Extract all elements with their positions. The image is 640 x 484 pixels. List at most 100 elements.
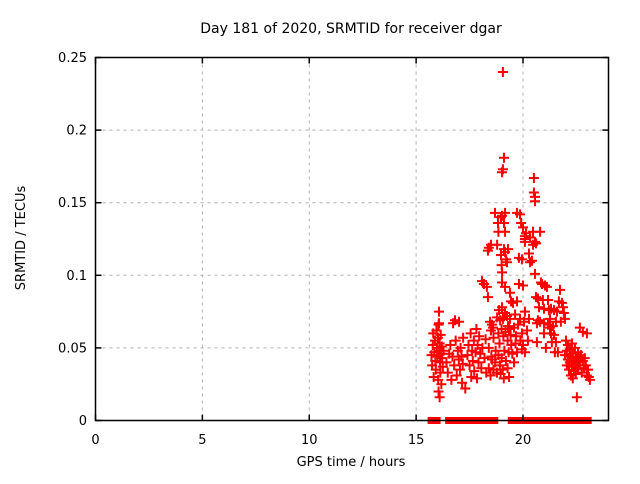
data-point-plus bbox=[552, 347, 563, 358]
data-point-plus bbox=[489, 207, 500, 218]
data-point-plus bbox=[507, 348, 518, 359]
data-point-plus bbox=[519, 347, 530, 358]
data-point-plus bbox=[450, 335, 461, 346]
data-point-plus bbox=[570, 369, 581, 380]
data-point-plus bbox=[584, 374, 595, 385]
data-point-plus bbox=[505, 329, 516, 340]
y-tick-label: 0.1 bbox=[66, 269, 87, 284]
data-point-plus bbox=[498, 218, 509, 229]
data-point-plus bbox=[571, 392, 582, 403]
data-point-plus bbox=[541, 281, 552, 292]
data-point-plus bbox=[529, 196, 540, 207]
data-point-plus bbox=[433, 386, 444, 397]
data-point-plus bbox=[532, 315, 543, 326]
data-point-plus bbox=[474, 331, 485, 342]
data-point-plus bbox=[473, 357, 484, 368]
data-point-plus bbox=[465, 328, 476, 339]
data-point-plus bbox=[457, 377, 468, 388]
grid-layer bbox=[95, 57, 609, 421]
x-tick-label: 5 bbox=[198, 433, 206, 448]
data-point-plus bbox=[466, 371, 477, 382]
data-point-plus bbox=[498, 373, 509, 384]
data-point-plus bbox=[485, 370, 496, 381]
data-point-plus bbox=[447, 351, 458, 362]
data-point-plus bbox=[518, 280, 528, 291]
data-point-plus bbox=[500, 207, 511, 218]
x-tick-label: 20 bbox=[515, 433, 532, 448]
data-point-plus bbox=[492, 239, 503, 250]
plot-border bbox=[94, 56, 610, 422]
data-point-plus bbox=[497, 364, 508, 375]
data-point-plus bbox=[457, 358, 468, 369]
data-point-plus bbox=[471, 324, 482, 335]
data-point-plus bbox=[529, 268, 540, 279]
data-point-plus bbox=[544, 313, 555, 324]
data-point-plus bbox=[581, 328, 592, 339]
data-point-plus bbox=[558, 308, 569, 319]
data-point-plus bbox=[532, 293, 543, 304]
data-point-plus bbox=[535, 226, 546, 237]
data-point-plus bbox=[500, 281, 511, 292]
data-point-plus bbox=[455, 342, 466, 353]
data-point-plus bbox=[469, 366, 480, 377]
data-point-plus bbox=[445, 339, 456, 350]
data-point-plus bbox=[497, 164, 508, 175]
data-point-plus bbox=[559, 313, 570, 324]
data-point-plus bbox=[503, 244, 514, 255]
x-tick-label: 0 bbox=[91, 433, 99, 448]
data-point-plus bbox=[482, 292, 493, 303]
data-point-plus bbox=[510, 331, 521, 342]
data-point-plus bbox=[501, 257, 512, 268]
data-point-plus bbox=[525, 232, 536, 243]
data-point-plus bbox=[518, 222, 528, 233]
data-point-plus bbox=[522, 335, 533, 346]
data-point-plus bbox=[497, 67, 508, 78]
data-point-plus bbox=[576, 367, 587, 378]
data-point-plus bbox=[510, 309, 521, 320]
data-point-plus bbox=[454, 364, 465, 375]
data-point-plus bbox=[531, 238, 542, 249]
data-point-plus bbox=[504, 313, 515, 324]
data-point-plus bbox=[531, 292, 542, 303]
data-point-plus bbox=[516, 254, 527, 265]
data-point-plus bbox=[551, 306, 562, 317]
data-point-plus bbox=[504, 287, 515, 298]
x-tick-label: 15 bbox=[408, 433, 425, 448]
x-tick-label: 10 bbox=[301, 433, 318, 448]
data-point-plus bbox=[488, 322, 499, 333]
data-point-plus bbox=[540, 342, 551, 353]
data-point-plus bbox=[438, 345, 449, 356]
data-point-plus bbox=[500, 326, 511, 337]
data-point-plus bbox=[529, 236, 540, 247]
data-point-plus bbox=[442, 367, 453, 378]
data-point-plus bbox=[519, 306, 530, 317]
data-point-plus bbox=[548, 329, 559, 340]
data-point-plus bbox=[435, 329, 446, 340]
data-point-plus bbox=[512, 296, 523, 307]
data-point-plus bbox=[528, 187, 539, 198]
data-point-plus bbox=[543, 294, 554, 305]
data-point-plus bbox=[500, 355, 511, 366]
data-point-plus bbox=[494, 338, 505, 349]
data-point-plus bbox=[470, 347, 481, 358]
data-point-plus bbox=[550, 337, 561, 348]
data-point-plus bbox=[498, 152, 509, 163]
y-tick-label: 0.2 bbox=[66, 124, 87, 139]
data-point-plus bbox=[519, 236, 530, 247]
data-point-plus bbox=[460, 383, 471, 394]
data-point-plus bbox=[488, 332, 499, 343]
data-point-plus bbox=[513, 319, 524, 330]
data-point-plus bbox=[523, 313, 534, 324]
y-axis-label: SRMTID / TECUs bbox=[14, 186, 29, 291]
data-point-plus bbox=[500, 226, 511, 237]
y-tick-label: 0.25 bbox=[58, 51, 87, 66]
data-point-plus bbox=[504, 371, 515, 382]
data-point-plus bbox=[483, 342, 494, 353]
data-point-plus bbox=[525, 257, 536, 268]
data-point-plus bbox=[580, 360, 591, 371]
data-point-plus bbox=[560, 335, 571, 346]
chart-title: Day 181 of 2020, SRMTID for receiver dga… bbox=[200, 21, 502, 37]
data-points-layer bbox=[426, 67, 595, 424]
